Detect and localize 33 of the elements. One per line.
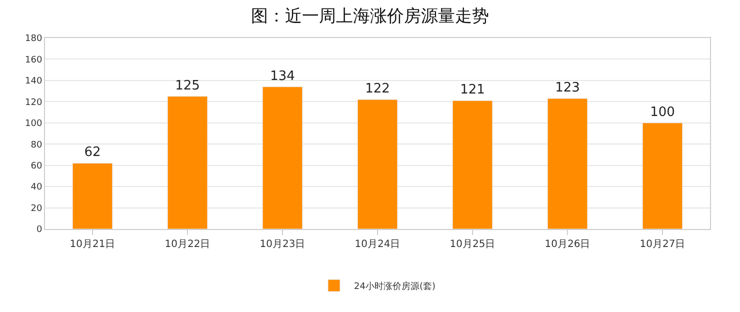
bar: [452, 100, 493, 229]
legend-label: 24小时涨价房源(套): [354, 281, 436, 292]
y-tick-label: 20: [30, 204, 42, 214]
y-tick-label: 180: [25, 34, 42, 44]
y-tick-label: 160: [25, 55, 42, 66]
x-tick-label: 10月23日: [260, 239, 306, 250]
bar: [642, 122, 683, 229]
chart-title: 图：近一周上海涨价房源量走势: [251, 6, 489, 26]
bar: [262, 86, 303, 229]
x-tick-label: 10月26日: [544, 239, 590, 250]
x-tick-label: 10月21日: [70, 239, 116, 250]
x-tick-label: 10月22日: [164, 239, 210, 250]
bar: [167, 96, 208, 229]
data-label: 123: [555, 80, 580, 96]
y-tick-label: 80: [30, 140, 42, 150]
y-tick-label: 120: [25, 98, 42, 108]
bar: [357, 99, 398, 229]
bar: [72, 162, 113, 229]
data-label: 122: [365, 82, 390, 97]
y-tick-label: 140: [25, 76, 42, 87]
x-tick-label: 10月25日: [450, 239, 496, 250]
data-label: 100: [650, 104, 675, 120]
data-label: 62: [84, 145, 101, 160]
x-tick-label: 10月24日: [354, 239, 400, 250]
y-tick-label: 60: [30, 161, 42, 172]
bar: [547, 98, 588, 229]
data-label: 121: [460, 82, 485, 98]
x-tick-label: 10月27日: [640, 239, 686, 250]
data-label: 134: [270, 68, 295, 84]
y-tick-label: 40: [30, 182, 42, 193]
y-tick-label: 100: [25, 119, 42, 130]
y-tick-label: 0: [36, 225, 42, 236]
data-label: 125: [175, 78, 200, 94]
